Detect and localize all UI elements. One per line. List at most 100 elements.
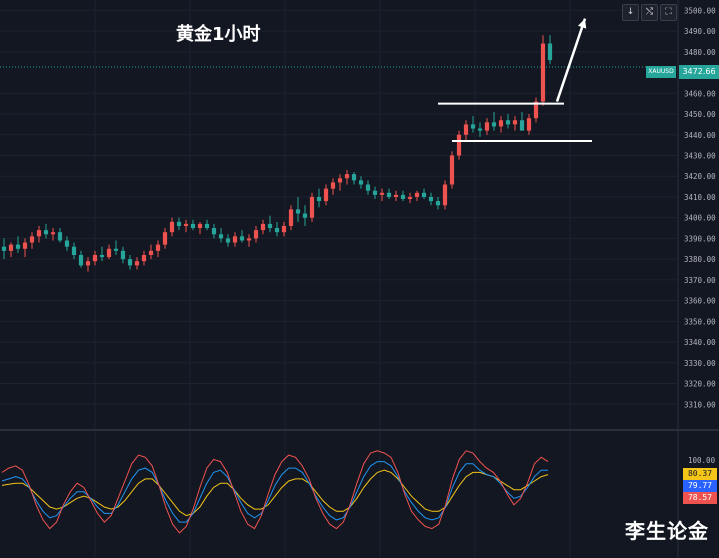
price-tick-label: 3440.00 [684,131,716,140]
candle-body [316,196,322,202]
candle-body [99,255,105,258]
candle-body [463,124,469,135]
fullscreen-icon[interactable]: ⛶ [660,4,677,21]
candle-body [162,232,168,245]
candle-body [176,221,182,226]
candle-body [533,101,539,119]
candle-body [358,180,364,185]
candle-body [449,155,455,185]
candle-body [512,120,518,125]
candle-body [183,223,189,226]
candle-body [239,236,245,241]
candle-body [22,242,28,249]
candle-body [8,244,14,251]
candle-body [351,174,357,181]
price-tick-label: 3450.00 [684,110,716,119]
candle-body [491,122,497,127]
candle-body [456,134,462,156]
candle-body [281,225,287,233]
current-price-tag: 3472.66 [679,65,719,79]
oscillator-line-yellow [1,469,549,517]
candle-body [386,192,392,197]
candle-body [169,221,175,233]
candle-body [337,178,343,183]
candle-body [218,234,224,239]
price-tick-label: 3480.00 [684,48,716,57]
candle-body [71,246,77,255]
scroll-down-icon[interactable]: ↓ [622,4,639,21]
candle-body [519,120,525,131]
price-tick-label: 3380.00 [684,255,716,264]
candle-body [15,244,21,249]
oscillator-value-yellow: 80.37 [683,468,717,480]
candle-body [470,124,476,129]
candle-body [253,230,259,239]
candle-body [155,244,161,251]
trend-arrow-line [555,18,587,102]
candle-body [400,194,406,200]
candle-body [274,228,280,233]
candle-body [267,223,273,229]
price-tick-label: 3400.00 [684,214,716,223]
price-tick-label: 3350.00 [684,317,716,326]
candle-body [484,122,490,131]
candle-body [85,261,91,266]
candle-body [57,232,63,241]
candle-body [442,184,448,206]
candle-body [295,209,301,214]
candle-body [288,209,294,226]
candle-body [36,230,42,237]
trend-arrow-head [577,18,587,29]
price-tick-label: 3330.00 [684,359,716,368]
candle-body [407,196,413,200]
candle-body [106,248,112,258]
candle-body [365,184,371,191]
price-tick-label: 3420.00 [684,172,716,181]
price-tick-label: 3310.00 [684,400,716,409]
candle-body [547,43,553,61]
candle-body [134,261,140,266]
oscillator-line-blue [1,461,548,523]
candle-body [225,238,231,243]
candle-body [190,223,196,229]
candle-body [323,188,329,202]
watermark: 李生论金 [625,519,709,543]
oscillator-value-blue: 79.77 [683,480,717,492]
candle-body [372,190,378,195]
price-tick-label: 3390.00 [684,234,716,243]
candle-body [246,238,252,241]
price-tick-label: 3360.00 [684,297,716,306]
candle-body [78,255,84,266]
candle-body [92,255,98,262]
candle-body [435,201,441,206]
candle-body [540,43,546,102]
chart-title: 黄金1小时 [176,24,261,45]
candle-body [120,250,126,260]
candle-body [197,223,203,229]
candle-body [127,259,133,266]
symbol-tag: XAUUSD [646,66,676,78]
price-tick-label: 3460.00 [684,89,716,98]
candle-body [414,192,420,197]
candle-body [344,174,350,179]
candle-body [421,192,427,197]
candle-body [379,192,385,195]
candle-body [211,228,217,235]
candle-body [232,236,238,243]
candle-body [64,240,70,247]
price-tick-label: 3340.00 [684,338,716,347]
oscillator-value-red: 78.57 [683,492,717,504]
collapse-icon[interactable]: ⤭ [641,4,658,21]
candle-body [43,230,49,235]
candle-body [428,196,434,202]
price-tick-label: 3410.00 [684,193,716,202]
price-tick-label: 3500.00 [684,6,716,15]
candle-body [302,213,308,218]
candle-body [148,250,154,255]
oscillator-line-red [1,450,549,534]
price-tick-label: 3490.00 [684,27,716,36]
price-tick-label: 3370.00 [684,276,716,285]
candle-body [498,120,504,127]
candle-body [505,120,511,125]
